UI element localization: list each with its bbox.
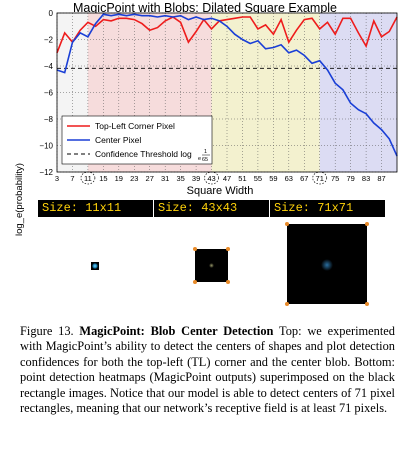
x-tick-label: 11 <box>84 174 92 183</box>
corner-point <box>193 247 197 251</box>
caption-bold-title: MagicPoint: Blob Center Detection <box>79 324 274 338</box>
x-tick-label: 63 <box>285 174 293 183</box>
corner-point <box>226 280 230 284</box>
x-tick-label: 7 <box>70 174 74 183</box>
x-tick-label: 83 <box>362 174 370 183</box>
corner-point <box>226 247 230 251</box>
legend-fraction-denominator: 65 <box>202 157 208 163</box>
center-blob <box>209 263 214 268</box>
x-tick-label: 59 <box>269 174 277 183</box>
legend-label-subscript: e <box>198 156 201 162</box>
legend-label: Confidence Threshold log <box>95 149 192 159</box>
corner-point <box>365 222 369 226</box>
circled-tick-marker <box>204 171 219 185</box>
x-axis-label: Square Width <box>186 185 254 197</box>
x-tick-label: 47 <box>223 174 231 183</box>
x-tick-label: 31 <box>161 174 169 183</box>
caption-prefix: Figure 13. <box>20 324 80 338</box>
y-tick-label: −2 <box>44 36 54 45</box>
region-band <box>211 13 320 172</box>
y-tick-label: −4 <box>44 62 54 71</box>
corner-point <box>285 222 289 226</box>
caption-body: Top: we experimented with MagicPoint’s a… <box>20 324 395 416</box>
x-tick-label: 71 <box>316 174 324 183</box>
x-tick-label: 51 <box>238 174 246 183</box>
plot-frame <box>56 12 398 173</box>
series-line-top-left-corner <box>56 16 398 54</box>
x-tick-label: 43 <box>207 174 215 183</box>
panel-size-label: Size: 43x43 <box>154 200 269 217</box>
panel-size-label: Size: 71x71 <box>270 200 385 217</box>
legend-label: Center Pixel <box>95 135 141 145</box>
corner-point <box>285 302 289 306</box>
x-tick-label: 87 <box>377 174 385 183</box>
x-tick-label: 67 <box>300 174 308 183</box>
circled-tick-marker <box>312 171 328 185</box>
series-line-center-pixel <box>56 13 398 157</box>
x-tick-label: 23 <box>130 174 138 183</box>
y-tick-label: −8 <box>44 115 54 124</box>
heatmap-panel-43: Size: 43x43 <box>154 200 269 310</box>
x-tick-label: 75 <box>331 174 339 183</box>
y-tick-label: −6 <box>44 89 54 98</box>
center-blob <box>92 263 98 269</box>
panel-size-label: Size: 11x11 <box>38 200 153 217</box>
region-band <box>319 13 397 172</box>
center-blob <box>321 259 333 271</box>
figure-caption: Figure 13. MagicPoint: Blob Center Detec… <box>20 324 395 416</box>
x-tick-label: 15 <box>99 174 107 183</box>
heatmap-panel-11: Size: 11x11 <box>38 200 153 310</box>
line-chart: 0−2−4−6−8−10−123 7 11 15 19 23 27 31 35 39 43 47 51 5… <box>39 9 398 185</box>
chart-title: MagicPoint with Blobs: Dilated Square Ex… <box>72 1 338 15</box>
x-tick-label: 19 <box>115 174 123 183</box>
x-tick-label: 79 <box>346 174 354 183</box>
y-axis-label: log_e(probability) <box>14 163 25 236</box>
x-tick-label: 27 <box>146 174 154 183</box>
corner-point <box>365 302 369 306</box>
legend-fraction-numerator: 1 <box>204 149 207 155</box>
x-tick-label: 55 <box>254 174 262 183</box>
x-tick-label: 35 <box>176 174 184 183</box>
y-tick-label: 0 <box>49 9 54 18</box>
y-tick-label: −12 <box>39 168 53 177</box>
legend-label: Top-Left Corner Pixel <box>95 121 175 131</box>
y-tick-label: −10 <box>39 142 53 151</box>
corner-point <box>193 280 197 284</box>
heatmap-panel-71: Size: 71x71 <box>270 200 385 310</box>
x-tick-label: 3 <box>55 174 59 183</box>
x-tick-label: 39 <box>192 174 200 183</box>
circled-tick-marker <box>80 171 96 185</box>
